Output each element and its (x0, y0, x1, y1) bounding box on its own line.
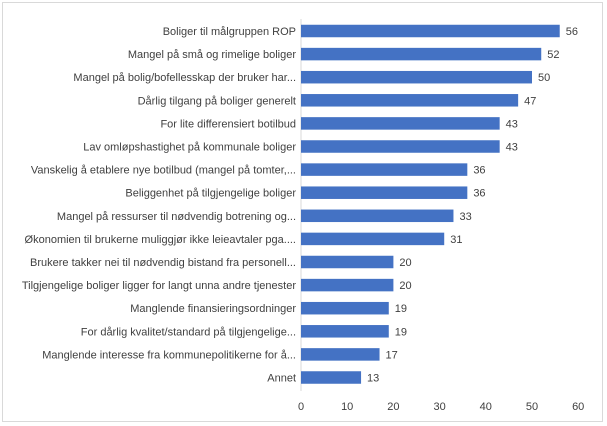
data-label: 52 (547, 49, 559, 61)
category-label: Vanskelig å etablere nye botilbud (mange… (31, 165, 296, 177)
category-label: Manglende finansieringsordninger (130, 303, 296, 315)
category-label: Dårlig tilgang på boliger generelt (138, 95, 296, 107)
category-label: Brukere takker nei til nødvendig bistand… (30, 257, 296, 269)
x-tick-label: 50 (526, 401, 538, 413)
category-label: Mangel på bolig/bofellesskap der bruker … (73, 72, 296, 84)
data-label: 43 (506, 118, 518, 130)
bar (301, 232, 445, 246)
bar (301, 140, 500, 153)
bar (301, 117, 500, 130)
category-label: Beliggenhet på tilgjengelige boliger (125, 188, 296, 200)
data-label: 43 (506, 142, 518, 154)
category-label: Boliger til målgruppen ROP (163, 26, 296, 38)
category-label: Lav omløpshastighet på kommunale boliger (83, 142, 296, 154)
bar (301, 278, 394, 292)
category-label: Økonomien til brukerne muliggjør ikke le… (25, 234, 296, 246)
data-label: 33 (459, 211, 471, 223)
bar (301, 209, 454, 223)
category-label: For lite differensiert botilbud (160, 118, 296, 130)
category-label: Manglende interesse fra kommunepolitiker… (42, 349, 296, 361)
bar (301, 325, 389, 338)
category-label: For dårlig kvalitet/standard på tilgjeng… (81, 326, 296, 338)
category-label: Annet (267, 373, 296, 385)
data-label: 20 (399, 257, 411, 269)
data-label: 50 (538, 72, 550, 84)
data-label: 31 (450, 234, 462, 246)
data-label: 19 (395, 326, 407, 338)
bar (301, 371, 362, 384)
data-label: 13 (367, 373, 379, 385)
data-label: 47 (524, 95, 536, 107)
x-tick-label: 10 (341, 401, 353, 413)
bar (301, 348, 380, 361)
x-tick-label: 20 (387, 401, 399, 413)
bar (301, 163, 468, 176)
bar (301, 70, 532, 84)
category-label: Mangel på ressurser til nødvendig botren… (57, 211, 296, 223)
data-label: 56 (566, 26, 578, 38)
data-label: 17 (386, 349, 398, 361)
data-label: 19 (395, 303, 407, 315)
category-label: Tilgjengelige boliger ligger for langt u… (22, 280, 296, 292)
bar (301, 301, 389, 315)
bar (301, 255, 394, 269)
data-label: 20 (399, 280, 411, 292)
chart-frame: Boliger til målgruppen ROP 56 Mangel på sm… (2, 2, 603, 422)
bar (301, 47, 542, 61)
x-tick-label: 40 (480, 401, 492, 413)
x-tick-label: 0 (298, 401, 304, 413)
bar (301, 186, 468, 199)
bar (301, 24, 560, 38)
bar (301, 94, 519, 107)
data-label: 36 (473, 165, 485, 177)
x-tick-label: 30 (433, 401, 445, 413)
x-tick-label: 60 (572, 401, 584, 413)
data-label: 36 (473, 188, 485, 200)
bar-chart: Boliger til målgruppen ROP 56 Mangel på sm… (22, 19, 584, 413)
category-label: Mangel på små og rimelige boliger (128, 49, 296, 61)
